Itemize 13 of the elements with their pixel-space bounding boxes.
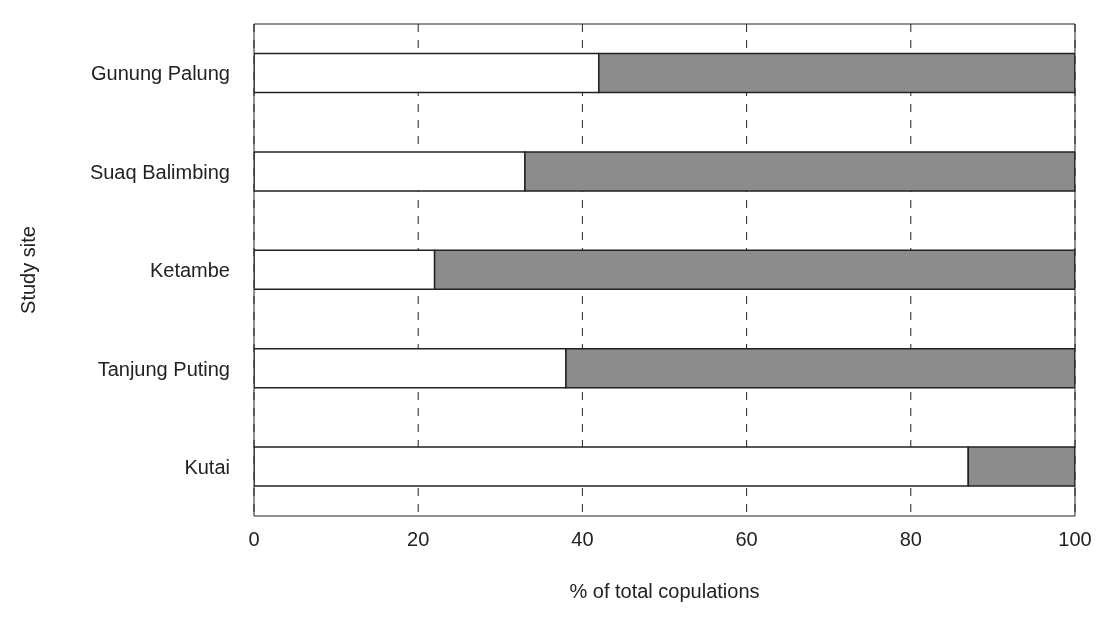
x-tick-label: 20 — [407, 528, 430, 551]
y-tick-label: Kutai — [184, 455, 230, 478]
x-tick-label: 40 — [571, 528, 594, 551]
x-axis-title: % of total copulations — [569, 580, 760, 602]
x-tick-label: 100 — [1058, 528, 1092, 551]
y-axis-title: Study site — [17, 226, 40, 314]
y-tick-label: Tanjung Puting — [97, 357, 230, 380]
y-tick-label: Gunung Palung — [90, 62, 230, 85]
x-tick-label: 80 — [899, 528, 922, 551]
y-tick-label: Ketambe — [149, 259, 230, 282]
x-tick-label: 60 — [735, 528, 758, 551]
y-tick-label: Suaq Balimbing — [89, 160, 230, 183]
x-tick-label: 0 — [248, 528, 260, 551]
